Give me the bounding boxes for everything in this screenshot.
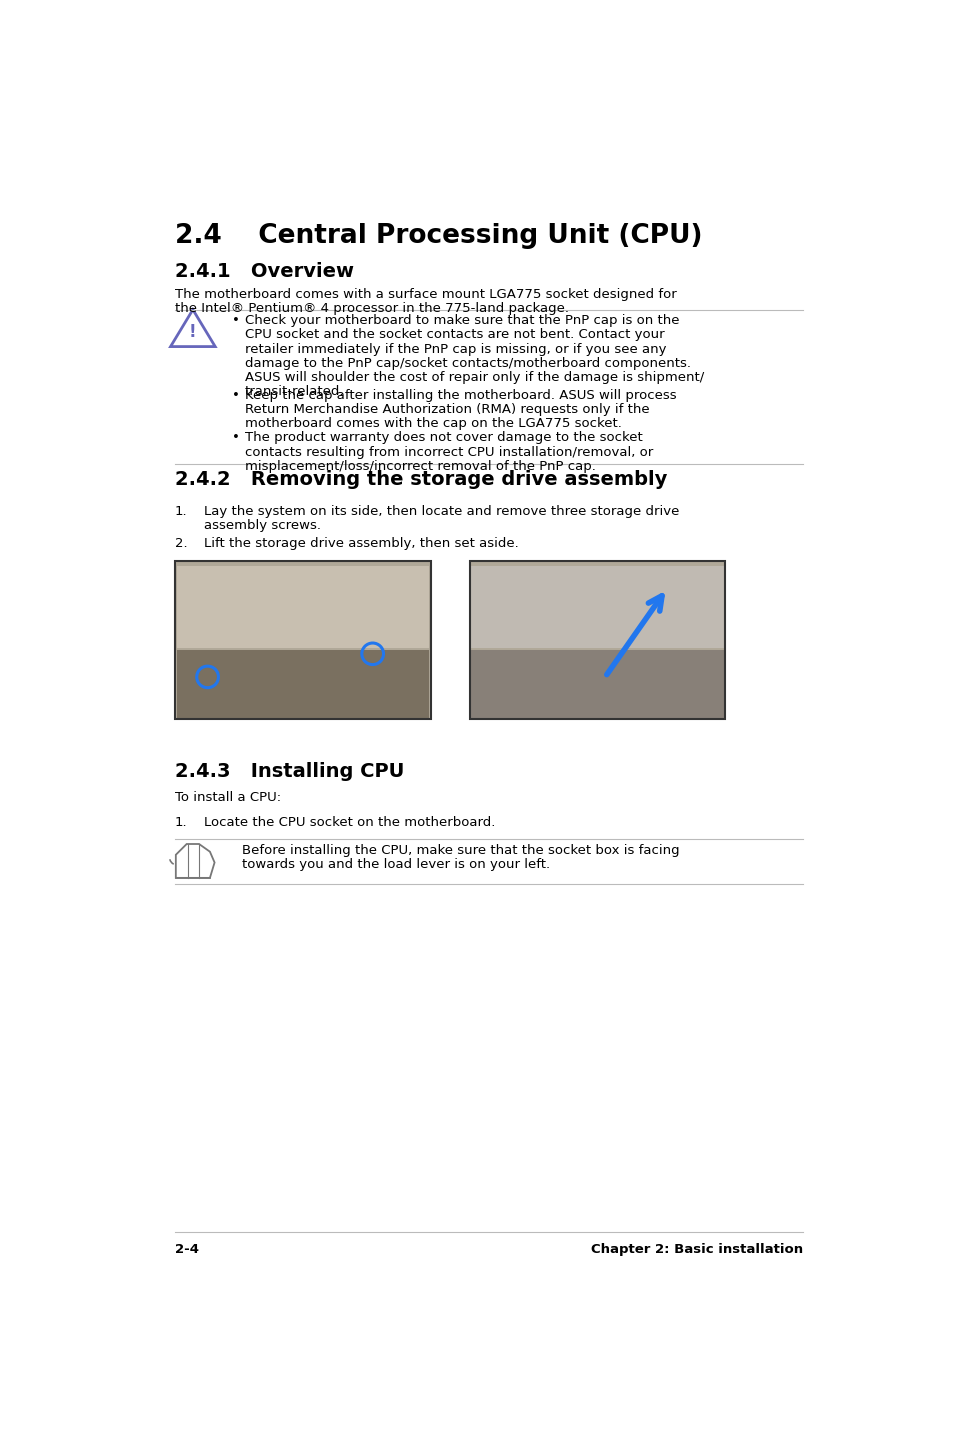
FancyBboxPatch shape: [174, 561, 431, 719]
Text: 2.4.1   Overview: 2.4.1 Overview: [174, 262, 354, 280]
Text: Before installing the CPU, make sure that the socket box is facing: Before installing the CPU, make sure tha…: [241, 844, 679, 857]
FancyBboxPatch shape: [176, 567, 429, 649]
FancyBboxPatch shape: [469, 561, 724, 719]
Text: CPU socket and the socket contacts are not bent. Contact your: CPU socket and the socket contacts are n…: [245, 328, 663, 341]
Text: contacts resulting from incorrect CPU installation/removal, or: contacts resulting from incorrect CPU in…: [245, 446, 653, 459]
Text: 2.4.2   Removing the storage drive assembly: 2.4.2 Removing the storage drive assembl…: [174, 470, 667, 489]
Text: 2.: 2.: [174, 536, 188, 549]
Text: •: •: [232, 315, 239, 328]
Text: damage to the PnP cap/socket contacts/motherboard components.: damage to the PnP cap/socket contacts/mo…: [245, 357, 690, 370]
Text: 2.4    Central Processing Unit (CPU): 2.4 Central Processing Unit (CPU): [174, 223, 701, 249]
Text: 1.: 1.: [174, 817, 188, 830]
Text: 1.: 1.: [174, 505, 188, 518]
Text: Lift the storage drive assembly, then set aside.: Lift the storage drive assembly, then se…: [204, 536, 518, 549]
Text: towards you and the load lever is on your left.: towards you and the load lever is on you…: [241, 858, 549, 871]
Text: The product warranty does not cover damage to the socket: The product warranty does not cover dama…: [245, 431, 642, 444]
FancyBboxPatch shape: [176, 650, 429, 718]
Text: transit-related.: transit-related.: [245, 385, 344, 398]
Text: •: •: [232, 431, 239, 444]
Text: motherboard comes with the cap on the LGA775 socket.: motherboard comes with the cap on the LG…: [245, 417, 621, 430]
Text: The motherboard comes with a surface mount LGA775 socket designed for: The motherboard comes with a surface mou…: [174, 288, 676, 301]
FancyBboxPatch shape: [471, 567, 723, 649]
Text: 2-4: 2-4: [174, 1242, 199, 1255]
Text: Locate the CPU socket on the motherboard.: Locate the CPU socket on the motherboard…: [204, 817, 496, 830]
Text: Lay the system on its side, then locate and remove three storage drive: Lay the system on its side, then locate …: [204, 505, 679, 518]
Text: •: •: [232, 388, 239, 403]
Text: the Intel® Pentium® 4 processor in the 775-land package.: the Intel® Pentium® 4 processor in the 7…: [174, 302, 568, 315]
Text: Keep the cap after installing the motherboard. ASUS will process: Keep the cap after installing the mother…: [245, 388, 676, 403]
Text: Check your motherboard to make sure that the PnP cap is on the: Check your motherboard to make sure that…: [245, 315, 679, 328]
FancyBboxPatch shape: [471, 650, 723, 718]
Text: misplacement/loss/incorrect removal of the PnP cap.: misplacement/loss/incorrect removal of t…: [245, 460, 595, 473]
Text: 2.4.3   Installing CPU: 2.4.3 Installing CPU: [174, 762, 404, 781]
Text: ASUS will shoulder the cost of repair only if the damage is shipment/: ASUS will shoulder the cost of repair on…: [245, 371, 703, 384]
Text: To install a CPU:: To install a CPU:: [174, 791, 281, 804]
Text: Chapter 2: Basic installation: Chapter 2: Basic installation: [590, 1242, 802, 1255]
Text: assembly screws.: assembly screws.: [204, 519, 321, 532]
Text: !: !: [189, 322, 196, 341]
Text: retailer immediately if the PnP cap is missing, or if you see any: retailer immediately if the PnP cap is m…: [245, 342, 665, 355]
Text: Return Merchandise Authorization (RMA) requests only if the: Return Merchandise Authorization (RMA) r…: [245, 403, 649, 416]
